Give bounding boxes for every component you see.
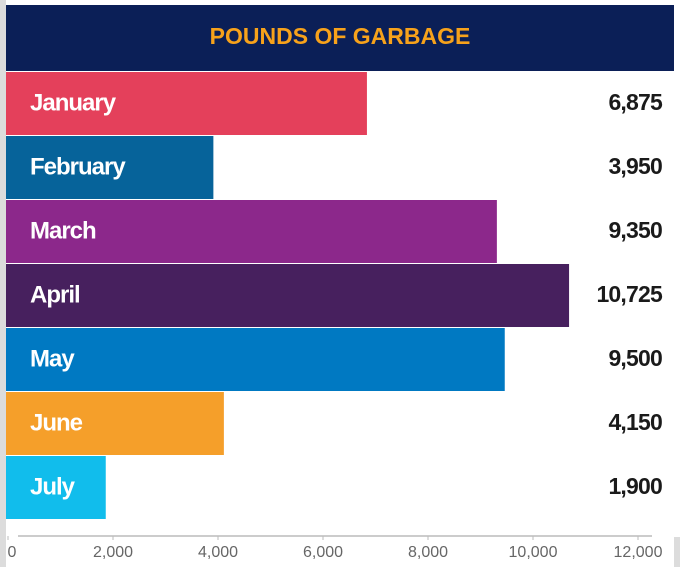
category-label: February — [30, 153, 126, 180]
x-tick-label: 2,000 — [93, 544, 133, 561]
category-label: January — [30, 89, 117, 116]
value-label: 3,950 — [608, 153, 662, 179]
bar — [6, 136, 214, 199]
bar — [6, 456, 106, 519]
x-tick-label: 10,000 — [509, 544, 558, 561]
chart-title: POUNDS OF GARBAGE — [210, 23, 471, 49]
x-tick-label: 12,000 — [614, 544, 663, 561]
value-label: 9,500 — [608, 345, 662, 371]
value-label: 9,350 — [608, 217, 662, 243]
value-label: 1,900 — [608, 473, 662, 499]
x-tick-label: 6,000 — [303, 544, 343, 561]
bar — [6, 328, 505, 391]
category-label: July — [30, 473, 76, 500]
bar — [6, 72, 367, 135]
category-label: March — [30, 217, 96, 244]
value-label: 4,150 — [608, 409, 662, 435]
value-label: 6,875 — [608, 89, 663, 115]
x-tick-label: 0 — [8, 544, 17, 561]
x-tick-label: 4,000 — [198, 544, 238, 561]
bar — [6, 200, 497, 263]
category-label: May — [30, 345, 75, 372]
value-label: 10,725 — [596, 281, 663, 307]
axis-background — [6, 537, 674, 567]
bar — [6, 264, 570, 327]
x-tick-label: 8,000 — [408, 544, 448, 561]
title-bar — [6, 5, 674, 71]
bar — [6, 392, 224, 455]
category-label: April — [30, 281, 80, 308]
category-label: June — [30, 409, 83, 436]
